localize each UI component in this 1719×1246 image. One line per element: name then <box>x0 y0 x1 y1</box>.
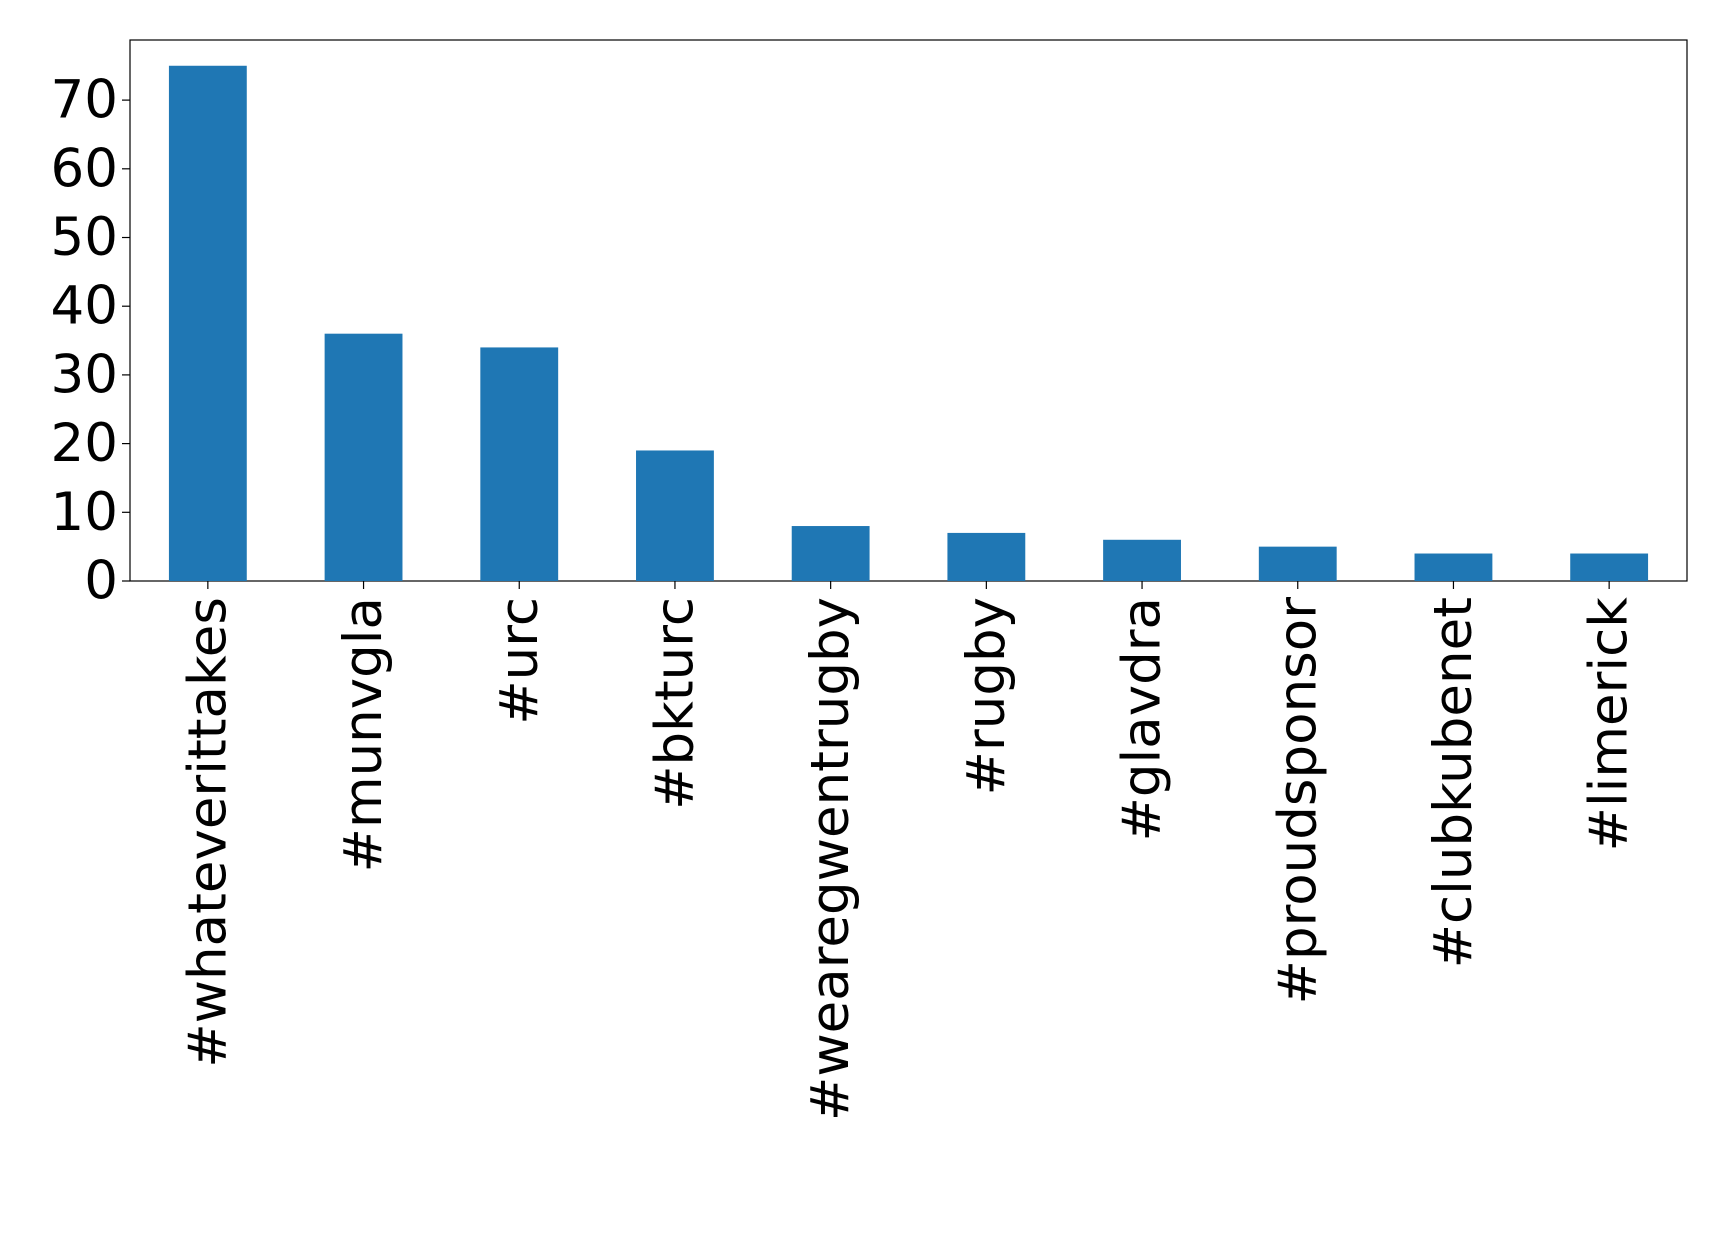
bar <box>324 333 403 581</box>
bar <box>1258 546 1337 581</box>
bar <box>480 347 559 581</box>
x-tick-label: #glavdra <box>1112 597 1173 842</box>
y-tick-label: 60 <box>51 138 118 199</box>
x-tick-label: #munvgla <box>333 597 394 872</box>
y-tick-label: 20 <box>51 413 118 474</box>
y-tick-label: 70 <box>51 70 118 131</box>
bar <box>791 526 870 581</box>
bar <box>1414 553 1493 581</box>
x-tick-label: #bkturc <box>644 597 705 810</box>
bar <box>168 65 247 581</box>
bar <box>947 532 1026 581</box>
bar <box>1570 553 1649 581</box>
x-tick-label: #whateverittakes <box>177 597 238 1068</box>
y-tick-label: 10 <box>51 482 118 543</box>
bar <box>1103 539 1181 581</box>
bar <box>636 450 714 581</box>
x-tick-label: #proudsponsor <box>1267 597 1328 1005</box>
y-tick-label: 30 <box>51 344 118 405</box>
y-tick-label: 40 <box>51 276 118 337</box>
y-tick-label: 50 <box>51 207 118 268</box>
x-tick-label: #urc <box>489 597 550 725</box>
x-tick-label: #rugby <box>956 597 1017 795</box>
x-tick-label: #clubkubenet <box>1423 597 1484 968</box>
plot-frame <box>129 39 1688 582</box>
y-tick-label: 0 <box>84 551 118 612</box>
x-tick-label: #limerick <box>1579 597 1640 852</box>
x-tick-label: #wearegwentrugby <box>800 597 861 1121</box>
